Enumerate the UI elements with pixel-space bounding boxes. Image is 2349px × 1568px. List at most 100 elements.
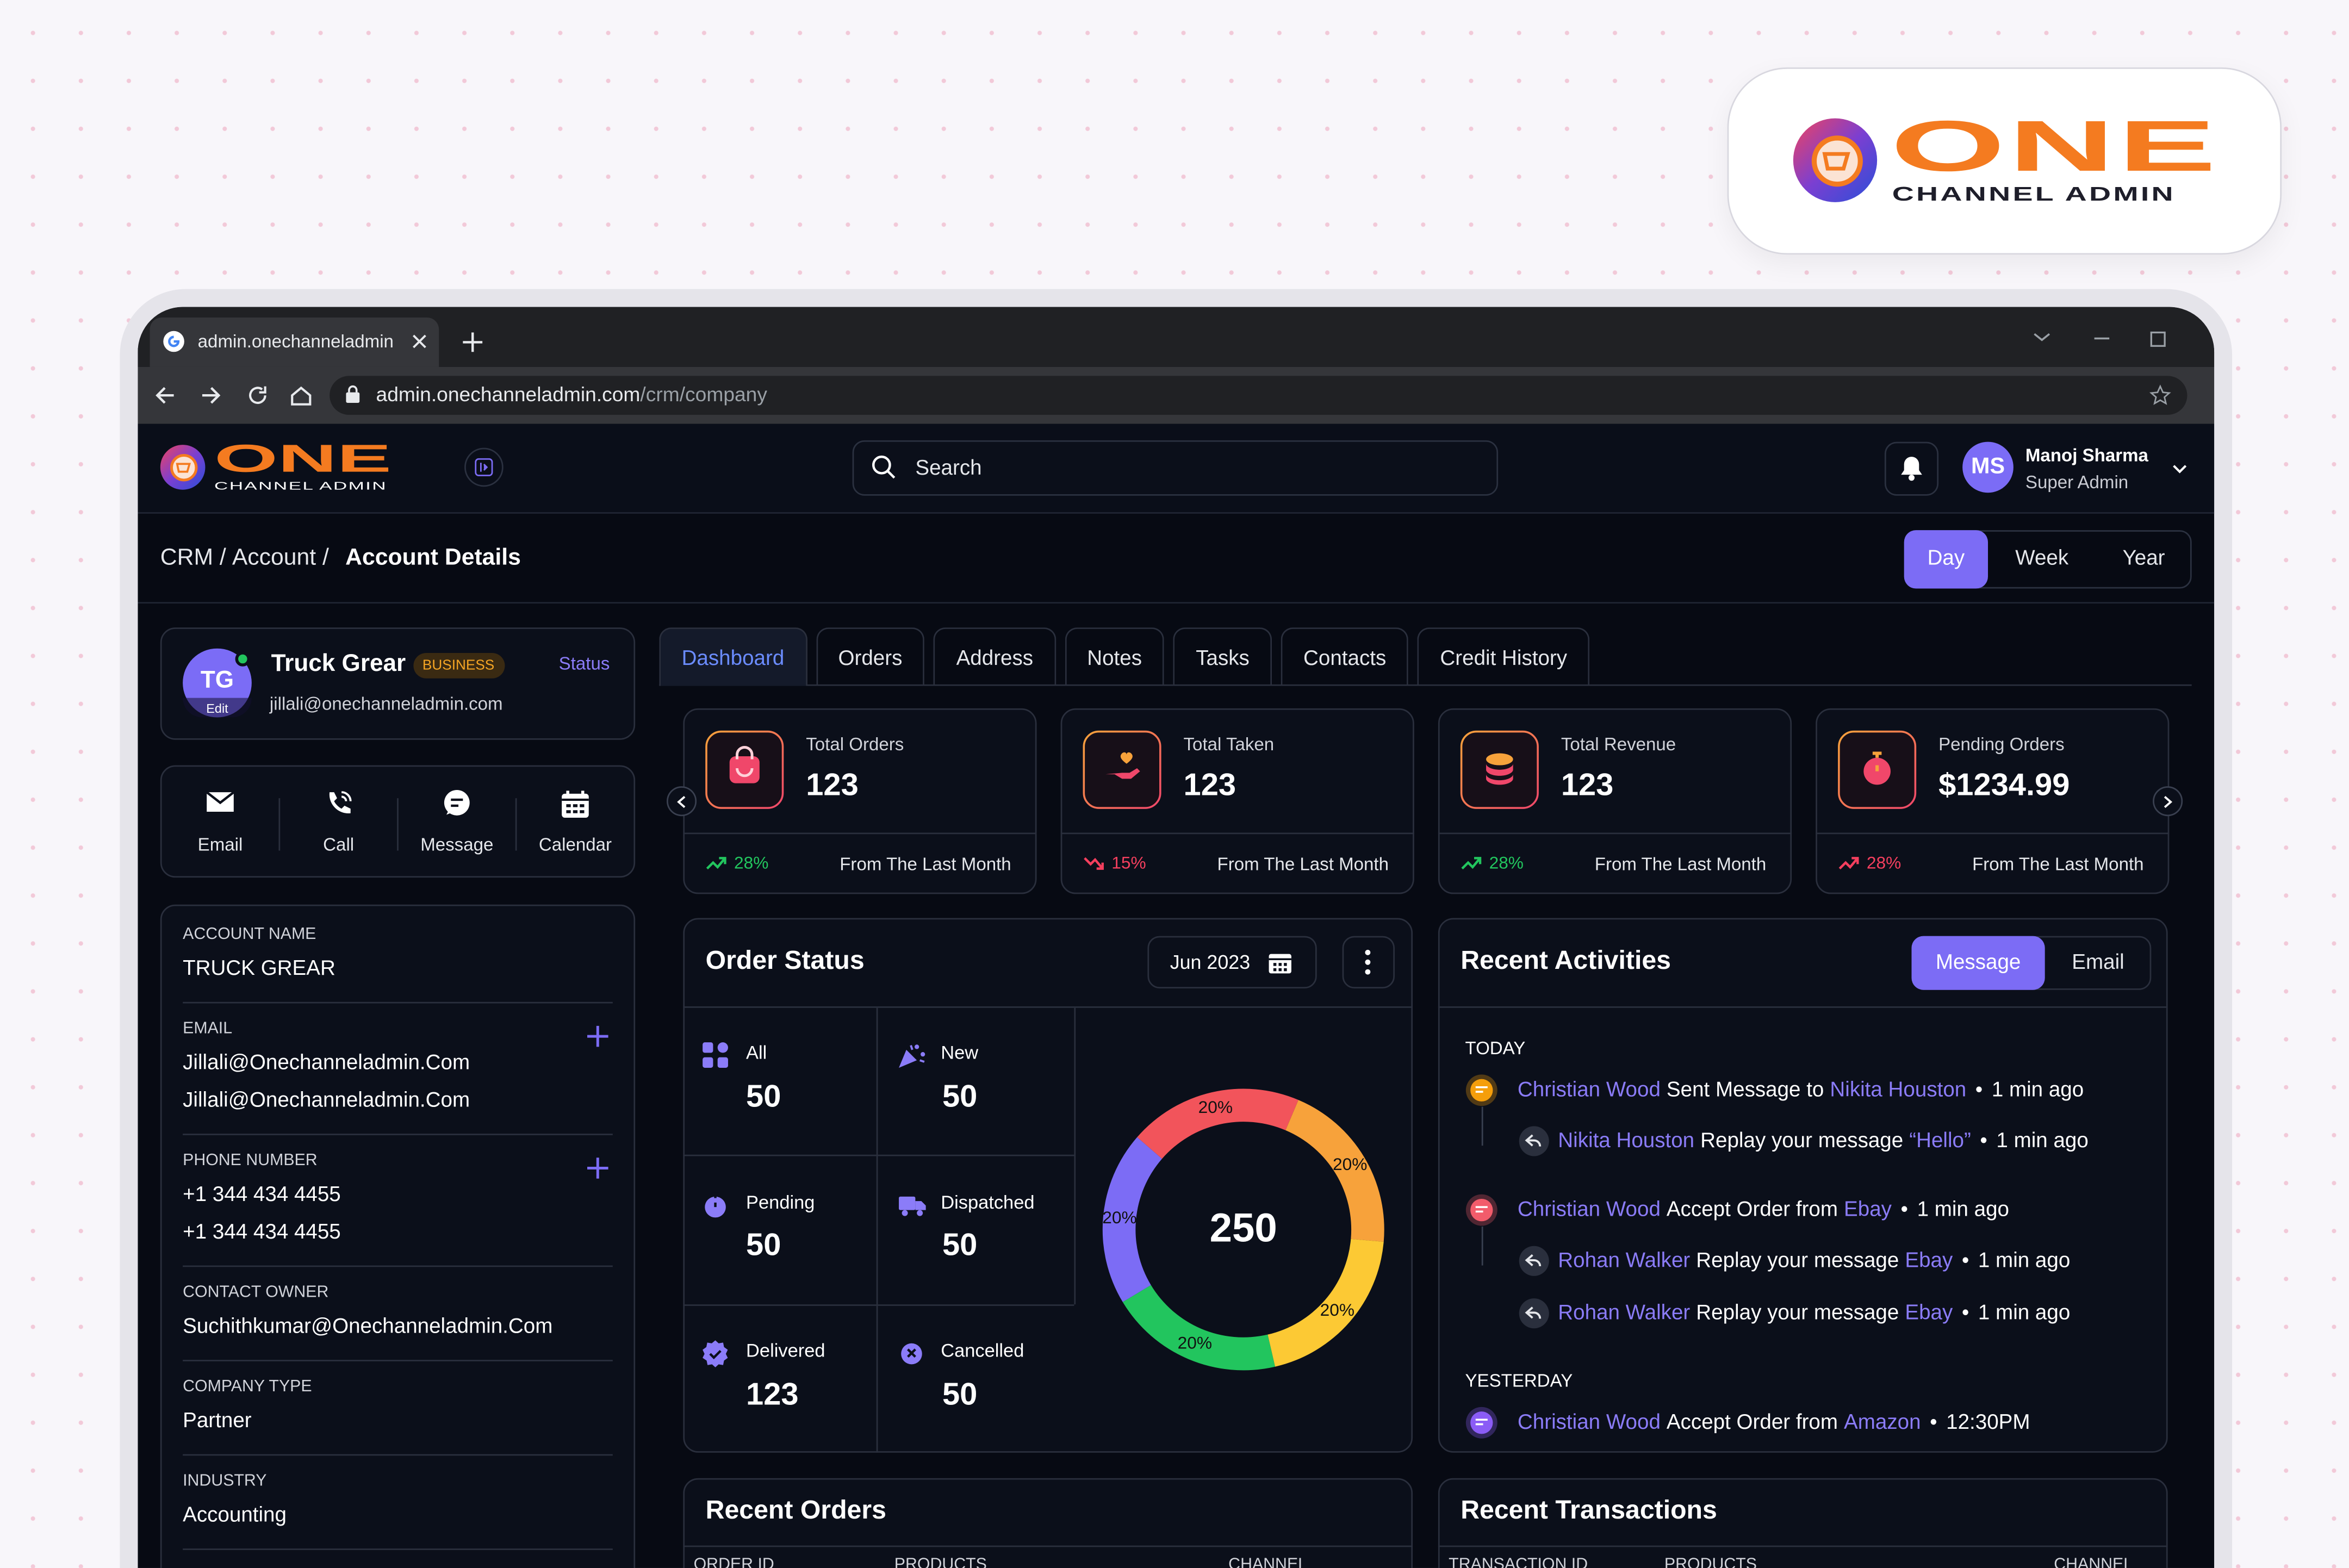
search-box[interactable] (852, 440, 1499, 496)
tab-close (413, 334, 426, 349)
activity-time: 1 min ago (1966, 1077, 2084, 1101)
action-label[interactable]: Message (420, 833, 494, 855)
profile-email: jillali@onechanneladmin.com (269, 693, 503, 714)
breadcrumb-item[interactable]: CRM / (160, 545, 226, 571)
tab[interactable]: Orders (816, 627, 925, 686)
logo-mark (160, 445, 206, 490)
period-tab-label[interactable]: Day (1927, 545, 1965, 570)
icon-shape (886, 470, 896, 479)
more-button[interactable] (1342, 936, 1395, 988)
activity-actor[interactable]: Rohan Walker (1558, 1248, 1691, 1272)
search-icon (872, 455, 896, 479)
tab-label[interactable]: Tasks (1196, 645, 1250, 670)
icon-shape (899, 1049, 917, 1068)
icon-shape (1278, 968, 1282, 972)
activity-heading: TODAY (1465, 1037, 1526, 1059)
notification-button[interactable] (1884, 441, 1939, 496)
user-initials: MS (1971, 453, 2005, 479)
user-avatar[interactable] (1962, 441, 2014, 493)
activity-target[interactable]: Nikita Houston (1830, 1077, 1967, 1102)
activity-target[interactable]: Ebay (1905, 1248, 1953, 1272)
tab[interactable]: Dashboard (659, 627, 807, 686)
tab[interactable]: Notes (1064, 627, 1165, 686)
detail-divider (183, 1001, 613, 1004)
icon-shape (736, 746, 754, 777)
tab-label[interactable]: Dashboard (681, 645, 785, 670)
stat-value: 123 (1561, 768, 1614, 803)
profile-status[interactable]: Status (558, 652, 610, 674)
tab-label[interactable]: Address (956, 645, 1034, 670)
browser-tab[interactable] (150, 317, 439, 367)
tab-label[interactable]: Orders (838, 645, 903, 670)
icon-shape (1863, 751, 1891, 785)
activity-target[interactable]: Ebay (1905, 1300, 1953, 1324)
tab[interactable]: Address (934, 627, 1056, 686)
icon-shape (899, 1196, 916, 1210)
grid-vline (1074, 1007, 1076, 1305)
date-picker-text[interactable]: Jun 2023 (1170, 950, 1251, 974)
detail-value: +1 344 434 4455 (183, 1182, 341, 1206)
breadcrumb-item[interactable]: Account Details (345, 545, 521, 571)
donut-label: 20% (1102, 1208, 1136, 1227)
avatar-edit[interactable]: Edit (206, 700, 228, 715)
icon-shape (1284, 968, 1287, 972)
icon-shape (346, 392, 360, 403)
activity-actor[interactable]: Christian Wood (1517, 1197, 1661, 1221)
avatar-edit-band[interactable] (183, 698, 252, 718)
url-field[interactable] (330, 376, 2188, 415)
activity-actor[interactable]: Christian Wood (1517, 1077, 1661, 1102)
tab-label[interactable]: Notes (1087, 645, 1142, 670)
status-icon (703, 1340, 728, 1367)
tab-label[interactable]: Credit History (1440, 645, 1568, 670)
header-logo-brand: ONE (214, 435, 391, 481)
card-title: Recent Transactions (1461, 1495, 1717, 1525)
period-tab-label[interactable]: Year (2122, 545, 2165, 570)
activity-actor[interactable]: Nikita Houston (1558, 1128, 1695, 1153)
stat-divider (683, 832, 1037, 835)
activity-target[interactable]: “Hello” (1909, 1128, 1971, 1153)
tab[interactable]: Tasks (1173, 627, 1272, 686)
period-tab-label[interactable]: Week (2015, 545, 2069, 570)
toggle-label[interactable]: Message (1935, 950, 2021, 974)
icon-shape (2164, 795, 2173, 808)
icon-shape (566, 791, 585, 797)
icon-shape (348, 385, 358, 393)
order-status-title: Order Status (705, 945, 865, 975)
tab-label[interactable]: Contacts (1303, 645, 1387, 670)
status-label: Cancelled (941, 1340, 1024, 1362)
activity-target[interactable]: Amazon (1844, 1409, 1921, 1434)
date-picker[interactable] (1147, 936, 1317, 988)
icon-shape (206, 791, 235, 805)
trend-icon (1838, 857, 1859, 870)
icon-shape (475, 458, 493, 476)
stat-change: 28% (1866, 855, 1901, 873)
carousel-arrow[interactable] (667, 786, 697, 817)
activity-target[interactable]: Ebay (1844, 1197, 1892, 1221)
activity-actor[interactable]: Rohan Walker (1558, 1300, 1691, 1324)
stat-icon (1460, 730, 1539, 809)
detail-divider (183, 1360, 613, 1361)
icon-shape (202, 387, 221, 404)
toggle-label[interactable]: Email (2072, 950, 2124, 974)
tab-title: admin.onechanneladmin (197, 330, 394, 352)
action-label[interactable]: Email (197, 833, 243, 855)
breadcrumb-item[interactable]: Account / (232, 545, 329, 571)
user-role: Super Admin (2025, 471, 2129, 492)
icon-shape (917, 1209, 923, 1216)
toggle-active[interactable] (1911, 936, 2045, 990)
carousel-arrow[interactable] (2153, 786, 2183, 817)
tab[interactable]: Contacts (1281, 627, 1409, 686)
sidebar-toggle[interactable] (464, 447, 504, 487)
period-tab[interactable] (1904, 530, 1988, 589)
activity-action: Replay your message (1696, 1248, 1899, 1272)
icon-shape (170, 454, 198, 482)
donut-label: 20% (1333, 1154, 1367, 1174)
icon-shape (910, 1045, 925, 1063)
action-label[interactable]: Calendar (538, 833, 612, 855)
tab[interactable]: Credit History (1418, 627, 1590, 686)
detail-label: EMAIL (183, 1020, 233, 1038)
activity-actor[interactable]: Christian Wood (1517, 1409, 1661, 1434)
action-label[interactable]: Call (323, 833, 355, 855)
icon-shape (1105, 768, 1140, 779)
